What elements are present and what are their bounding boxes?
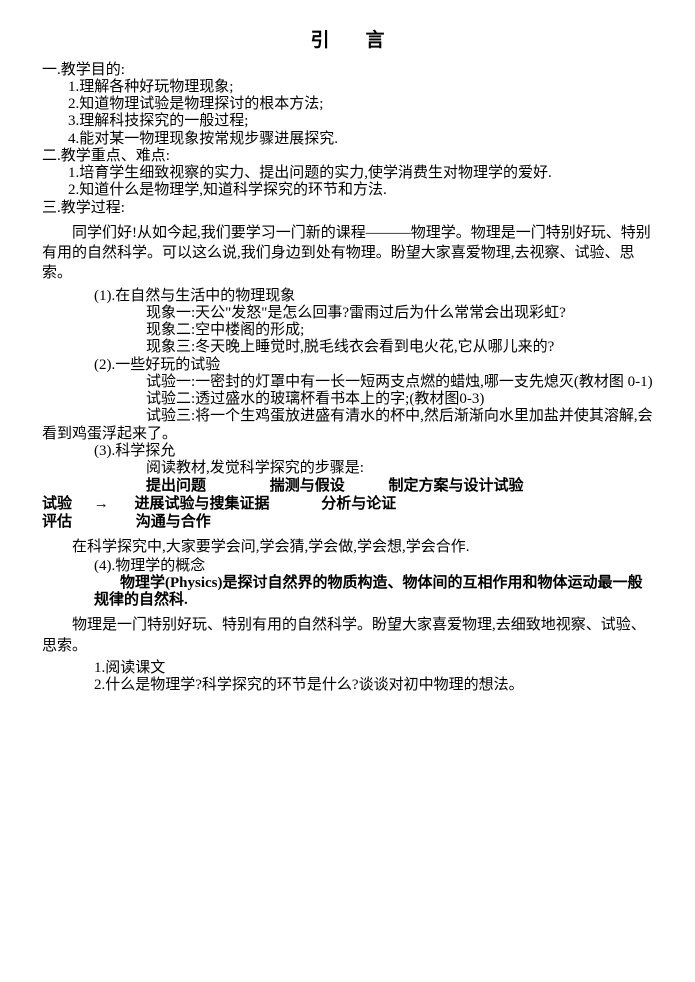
sec2-item2: 2.知道什么是物理学,知道科学探究的环节和方法. xyxy=(42,182,653,199)
homework-1: 1.阅读课文 xyxy=(42,660,653,677)
sub2-item2: 试验二:透过盛水的玻璃杯看书本上的字;(教材图0-3) xyxy=(42,391,653,408)
sec1-item1: 1.理解各种好玩物理现象; xyxy=(42,79,653,96)
sub2-item1: 试验一:一密封的灯罩中有一长一短两支点燃的蜡烛,哪一支先熄灭(教材图 0-1) xyxy=(42,374,653,391)
homework-2: 2.什么是物理学?科学探究的环节是什么?谈谈对初中物理的想法。 xyxy=(42,677,653,694)
sub1-item1: 现象一:天公"发怒"是怎么回事?雷雨过后为什么常常会出现彩虹? xyxy=(42,305,653,322)
sub1-head: (1).在自然与生活中的物理现象 xyxy=(42,288,653,305)
sub4-head: (4).物理学的概念 xyxy=(42,558,653,575)
sec1-item3: 3.理解科技探究的一般过程; xyxy=(42,113,653,130)
sub4-para3: 物理是一门特别好玩、特别有用的自然科学。盼望大家喜爱物理,去细致地视察、试验、思… xyxy=(42,615,653,656)
sub4-def: 物理学(Physics)是探讨自然界的物质构造、物体间的互相作用和物体运动最一般… xyxy=(42,575,653,610)
flow-row1: 提出问题 揣测与假设 制定方案与设计试验 xyxy=(42,477,653,495)
sec1-item4: 4.能对某一物理现象按常规步骤进展探究. xyxy=(42,131,653,148)
sec2-item1: 1.培育学生细致视察的实力、提出问题的实力,使学消费生对物理学的爱好. xyxy=(42,165,653,182)
sec1-head: 一.教学目的: xyxy=(42,62,653,79)
page-title: 引言 xyxy=(42,28,653,54)
sec3-head: 三.教学过程: xyxy=(42,200,653,217)
sub1-item2: 现象二:空中楼阁的形成; xyxy=(42,322,653,339)
sub3-head: (3).科学探允 xyxy=(42,443,653,460)
sub3-line1: 阅读教材,发觉科学探究的步骤是: xyxy=(42,460,653,477)
sec2-head: 二.教学重点、难点: xyxy=(42,148,653,165)
sub1-item3: 现象三:冬天晚上睡觉时,脱毛线衣会看到电火花,它从哪儿来的? xyxy=(42,339,653,356)
sub3-para2: 在科学探究中,大家要学会问,学会猜,学会做,学会想,学会合作. xyxy=(42,537,653,557)
flow-row3: 评估 沟通与合作 xyxy=(42,513,653,531)
sec3-para1: 同学们好!从如今起,我们要学习一门新的课程———物理学。物理是一门特别好玩、特别… xyxy=(42,223,653,284)
sub2-item3: 试验三:将一个生鸡蛋放进盛有清水的杯中,然后渐渐向水里加盐并使其溶解,会看到鸡蛋… xyxy=(42,408,653,443)
flow-row2: 试验 → 进展试验与搜集证据 分析与论证 xyxy=(42,495,653,513)
sec1-item2: 2.知道物理试验是物理探讨的根本方法; xyxy=(42,96,653,113)
sub2-head: (2).一些好玩的试验 xyxy=(42,357,653,374)
